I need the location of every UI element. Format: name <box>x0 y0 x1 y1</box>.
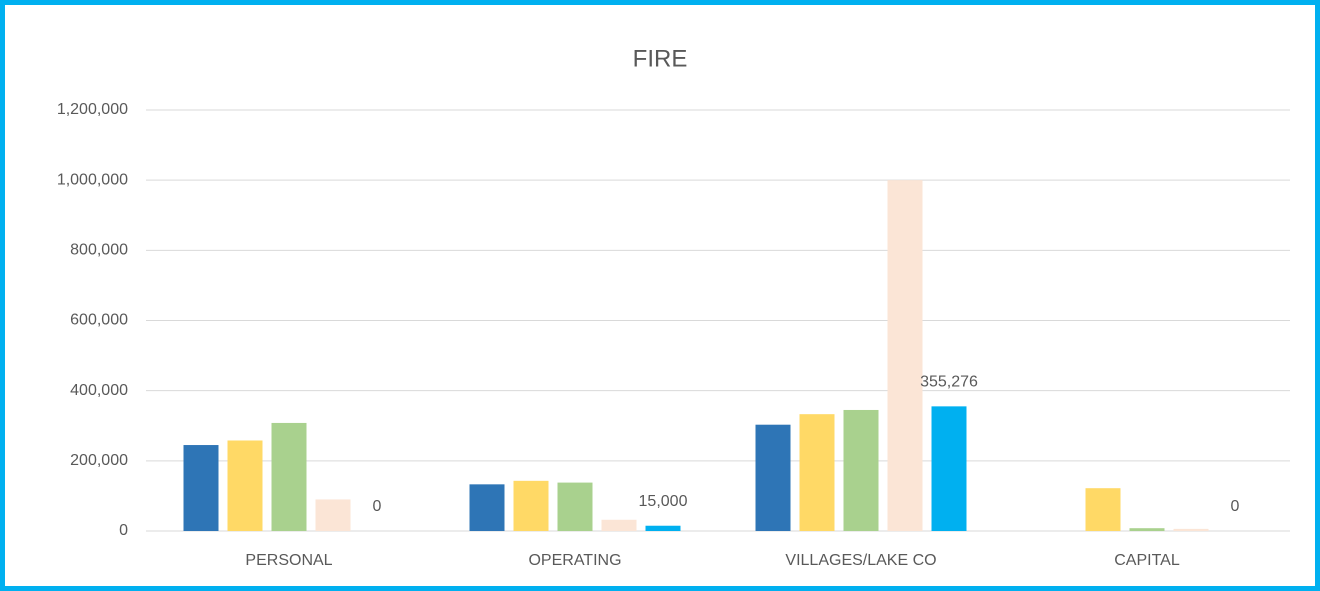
y-tick-label: 1,200,000 <box>57 101 128 118</box>
bar <box>755 424 791 531</box>
y-tick-label: 200,000 <box>70 452 128 469</box>
bar <box>843 409 879 531</box>
data-label: 0 <box>1231 498 1240 515</box>
x-tick-label: VILLAGES/LAKE CO <box>785 552 936 569</box>
x-tick-label: OPERATING <box>528 552 621 569</box>
bar <box>1129 528 1165 531</box>
data-label: 15,000 <box>639 493 688 510</box>
y-tick-label: 600,000 <box>70 312 128 329</box>
bar <box>931 406 967 531</box>
data-label: 355,276 <box>920 374 978 391</box>
x-tick-label: CAPITAL <box>1114 552 1180 569</box>
bar <box>513 480 549 531</box>
bar <box>271 422 307 531</box>
bar <box>315 499 351 531</box>
bar <box>799 414 835 531</box>
bar <box>469 484 505 531</box>
bar <box>557 482 593 531</box>
bar <box>645 525 681 531</box>
data-label: 0 <box>373 498 382 515</box>
y-tick-label: 0 <box>119 522 128 539</box>
y-tick-label: 400,000 <box>70 382 128 399</box>
bar <box>227 440 263 531</box>
x-tick-label: PERSONAL <box>245 552 332 569</box>
y-tick-label: 800,000 <box>70 242 128 259</box>
bar <box>183 445 219 531</box>
bar <box>1173 528 1209 531</box>
chart-title: FIRE <box>633 45 688 72</box>
bar <box>1085 488 1121 531</box>
bar <box>887 180 923 531</box>
bar <box>601 519 637 531</box>
y-tick-label: 1,000,000 <box>57 171 128 188</box>
